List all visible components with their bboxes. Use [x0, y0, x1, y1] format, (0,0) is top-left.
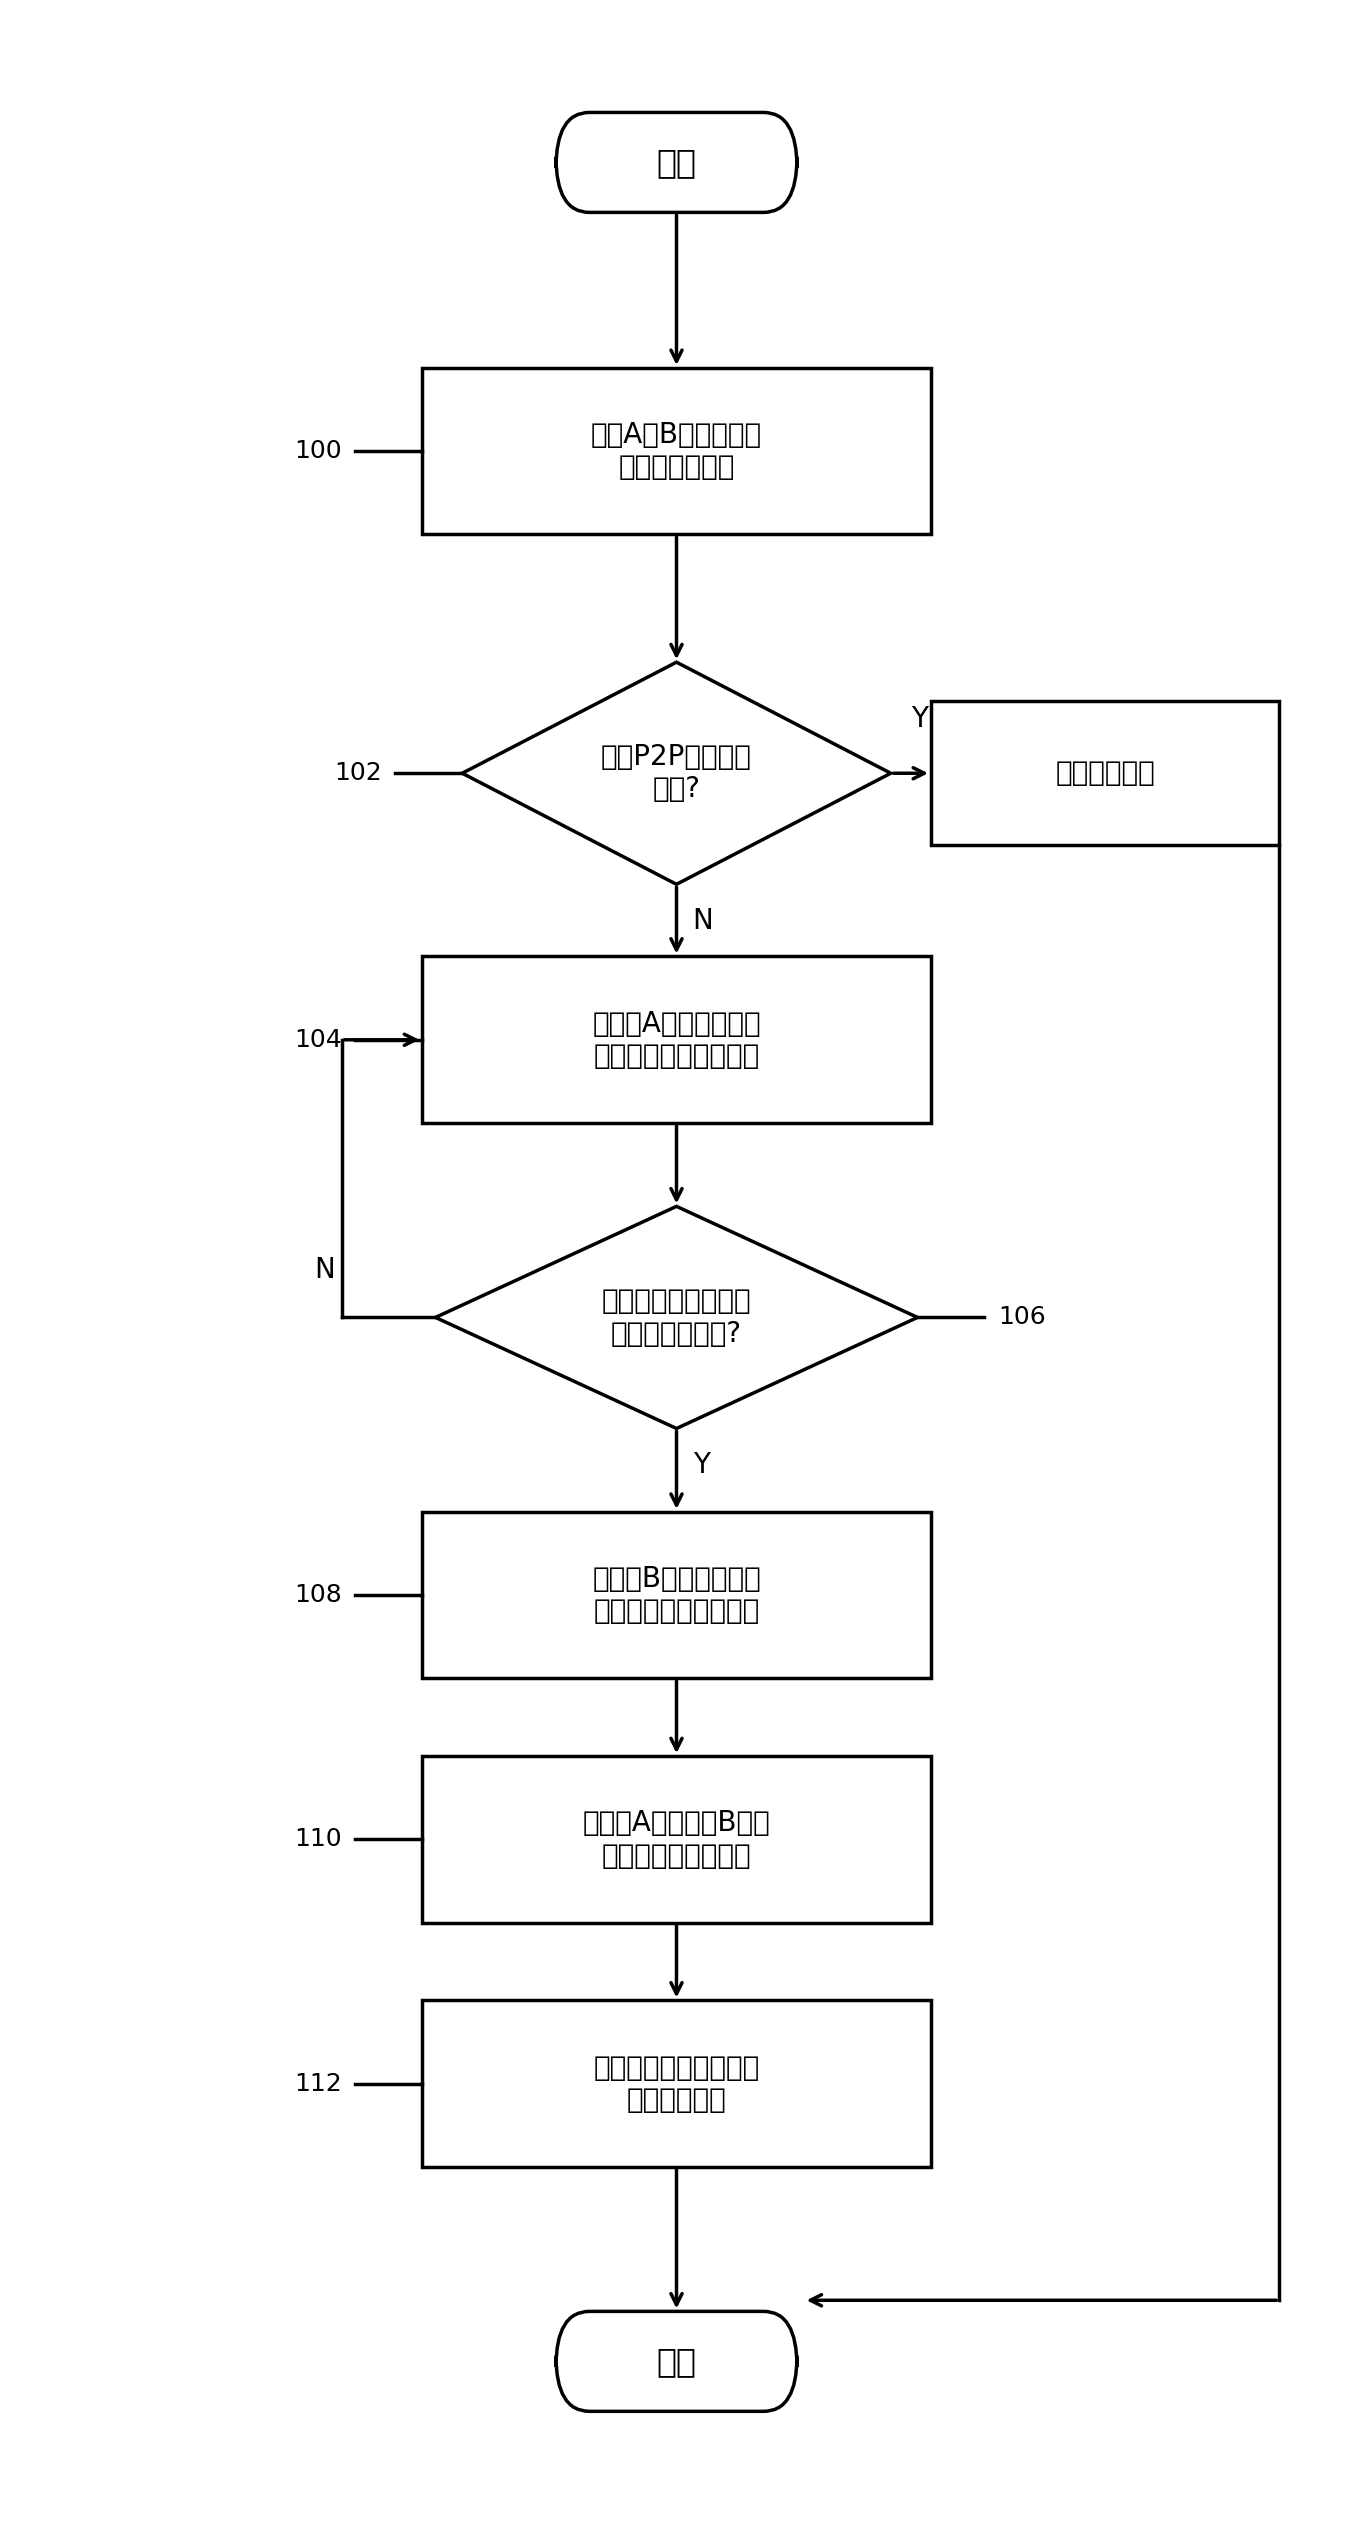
- Text: 响应端B经中心服务器
接收该中转服务器地址: 响应端B经中心服务器 接收该中转服务器地址: [593, 1566, 760, 1624]
- Text: 开始: 开始: [656, 145, 697, 178]
- Text: 100: 100: [294, 438, 342, 463]
- Text: N: N: [314, 1255, 336, 1283]
- Text: 108: 108: [294, 1584, 342, 1607]
- Text: 使用该中转服务器进行
数据文件传输: 使用该中转服务器进行 数据文件传输: [594, 2055, 759, 2113]
- Text: 106: 106: [999, 1306, 1046, 1329]
- Text: 端口A和B经中心服务
器交互地址信息: 端口A和B经中心服务 器交互地址信息: [591, 420, 762, 481]
- FancyBboxPatch shape: [422, 367, 931, 535]
- Text: 中心服务器返回专用
中转服务器地址?: 中心服务器返回专用 中转服务器地址?: [602, 1288, 751, 1347]
- FancyBboxPatch shape: [422, 957, 931, 1123]
- Text: 结束: 结束: [656, 2345, 697, 2378]
- Polygon shape: [436, 1207, 917, 1428]
- Text: 传输数据文件: 传输数据文件: [1055, 759, 1155, 787]
- FancyBboxPatch shape: [556, 112, 797, 211]
- Text: 110: 110: [294, 1828, 342, 1851]
- FancyBboxPatch shape: [422, 2001, 931, 2167]
- Text: 104: 104: [294, 1029, 342, 1051]
- FancyBboxPatch shape: [556, 2312, 797, 2411]
- FancyBboxPatch shape: [422, 1757, 931, 1922]
- Text: Y: Y: [911, 705, 928, 733]
- Polygon shape: [463, 662, 890, 883]
- Text: 发起端A申请专用中转
服务器以进行文件传输: 发起端A申请专用中转 服务器以进行文件传输: [593, 1011, 760, 1069]
- FancyBboxPatch shape: [931, 700, 1279, 845]
- Text: 建立P2P直连传输
通道?: 建立P2P直连传输 通道?: [601, 743, 752, 805]
- Text: 发起端A和响应端B连接
到该专用中转服务器: 发起端A和响应端B连接 到该专用中转服务器: [583, 1810, 770, 1869]
- Text: 112: 112: [294, 2072, 342, 2095]
- Text: N: N: [693, 906, 713, 934]
- FancyBboxPatch shape: [422, 1512, 931, 1678]
- Text: 102: 102: [334, 761, 382, 784]
- Text: Y: Y: [693, 1451, 709, 1479]
